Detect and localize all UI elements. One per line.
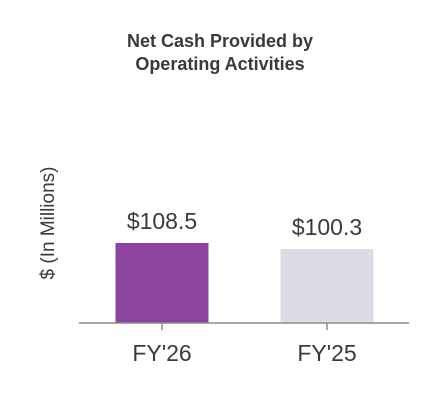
bar-fy-26 [115, 243, 209, 323]
x-tick-label-fy-25: FY'25 [297, 340, 356, 366]
y-axis-label: $ (In Millions) [38, 167, 59, 280]
chart-title-line-1: Net Cash Provided by [126, 31, 314, 51]
bars-group [115, 243, 374, 323]
x-tick-label-fy-26: FY'26 [132, 340, 191, 366]
value-label-fy-26: $108.5 [127, 208, 197, 234]
value-label-fy-25: $100.3 [292, 214, 362, 240]
x-ticks-group [161, 323, 328, 330]
x-tick-labels-group: FY'26 FY'25 [132, 340, 356, 366]
chart-title: Net Cash Provided by Operating Activitie… [0, 30, 440, 76]
chart-title-line-2: Operating Activities [135, 54, 305, 74]
value-labels-group: $108.5 $100.3 [127, 208, 362, 240]
bar-fy-25 [280, 249, 374, 323]
